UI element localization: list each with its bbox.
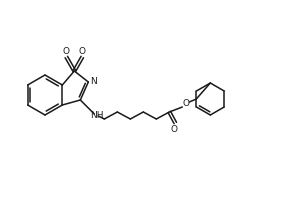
Text: O: O — [79, 47, 86, 56]
Text: O: O — [171, 124, 178, 134]
Text: NH: NH — [91, 112, 104, 120]
Text: O: O — [63, 47, 70, 56]
Text: O: O — [183, 99, 190, 108]
Text: N: N — [90, 76, 97, 86]
